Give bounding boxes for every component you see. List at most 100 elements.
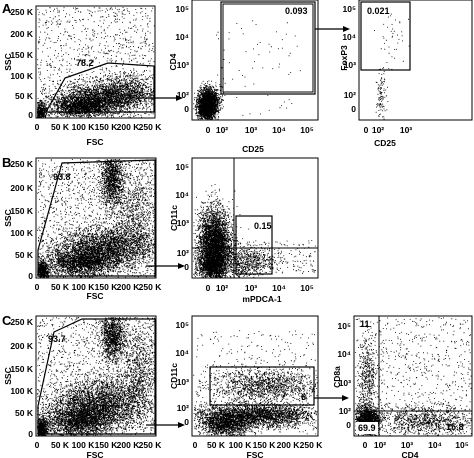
- xlabel-b2: mPDCA-1: [242, 294, 281, 304]
- arrow-c2-c3: [314, 395, 349, 401]
- gate-label-b1: 93.8: [53, 172, 71, 182]
- xtick-a3-1: 10²: [372, 125, 384, 135]
- xtick-b2-4: 10⁵: [300, 283, 313, 293]
- ytick-b2-2: 10³: [177, 218, 189, 228]
- ylabel-b1: SSC: [3, 209, 13, 226]
- ylabel-b2: CD11c: [169, 205, 179, 231]
- scatter-c3: [355, 317, 472, 436]
- gate-a3: [360, 1, 411, 71]
- ytick-a3-0: 0: [351, 104, 356, 114]
- xtick-c1-3: 150 K: [95, 440, 119, 450]
- xlabel-a3: CD25: [374, 138, 396, 148]
- ytick-a1-2: 100 K: [10, 71, 34, 81]
- panel-letter-a: A: [2, 1, 12, 16]
- arrow-a1-a2: [128, 95, 183, 101]
- gate-c1: [37, 318, 156, 435]
- ytick-a3-1: 10²: [344, 90, 356, 100]
- plot-b1: 93.8 SSC FSC 0 50 K 100 K 150 K 200 K 25…: [3, 157, 163, 301]
- xtick-a1-2: 100 K: [72, 122, 96, 132]
- xtick-a1-0: 0: [35, 122, 40, 132]
- xtick-c1-2: 100 K: [72, 440, 96, 450]
- xtick-c2-1: 50 K: [207, 440, 226, 450]
- xtick-b2-0: 0: [206, 283, 211, 293]
- ytick-b1-1: 50 K: [15, 250, 34, 260]
- ytick-c3-0: 0: [346, 420, 351, 430]
- gate-label-a1: 78.2: [76, 58, 94, 68]
- gate-b2: [235, 215, 273, 275]
- scatter-a3: [374, 13, 410, 120]
- xtick-b1-0: 0: [35, 282, 40, 292]
- plot-b2: 0.15 CD11c mPDCA-1 0 10² 10³ 10⁴ 10⁵ 0 1…: [169, 157, 319, 304]
- ytick-a2-2: 10³: [177, 60, 189, 70]
- xtick-b1-3: 150 K: [95, 282, 119, 292]
- plot-frame-c2: [191, 315, 319, 437]
- plot-frame-c3: [353, 315, 473, 437]
- xtick-c1-1: 50 K: [51, 440, 70, 450]
- xlabel-b1: FSC: [87, 291, 104, 301]
- xticks-a2: 0 10² 10³ 10⁴ 10⁵: [206, 125, 314, 135]
- gate-label-c2: 6: [301, 392, 306, 402]
- xticks-b1: 0 50 K 100 K 150 K 200 K 250 K: [35, 282, 163, 292]
- xtick-c3-4: 10⁵: [455, 440, 468, 450]
- arrow-b1-b2: [146, 263, 185, 269]
- xtick-a1-5: 250 K: [139, 122, 163, 132]
- ytick-a2-1: 10²: [177, 90, 189, 100]
- xtick-a3-0: 0: [364, 125, 369, 135]
- arrow-c1-c2: [146, 422, 185, 428]
- gate-a1: [44, 62, 155, 113]
- plot-c3: 11 69.9 15.8 CD8a CD4 0 10² 10³ 10⁴ 10⁵ …: [332, 315, 473, 458]
- xlabel-c2: FSC: [247, 450, 264, 458]
- xtick-b2-2: 10³: [245, 283, 257, 293]
- ytick-a1-4: 200 K: [10, 29, 34, 39]
- scatter-b2: [193, 184, 316, 278]
- yticks-b1: 0 50 K 100 K 150 K 200 K 250 K: [10, 159, 34, 281]
- ylabel-a1: SSC: [3, 53, 13, 70]
- gate-label-a3: 0.021: [367, 6, 390, 16]
- ytick-c1-0: 0: [28, 429, 33, 439]
- xticks-c1: 0 50 K 100 K 150 K 200 K 250 K: [35, 440, 163, 450]
- dots-a2-points: [193, 20, 301, 120]
- xtick-c2-5: 250 K: [300, 440, 324, 450]
- xtick-a2-0: 0: [206, 125, 211, 135]
- xtick-c1-0: 0: [35, 440, 40, 450]
- xtick-c2-0: 0: [193, 440, 198, 450]
- ytick-c3-1: 10²: [339, 406, 351, 416]
- xtick-b1-1: 50 K: [51, 282, 70, 292]
- ytick-a1-3: 150 K: [10, 50, 34, 60]
- xtick-c3-0: 0: [363, 440, 368, 450]
- ytick-a2-3: 10⁴: [175, 32, 189, 42]
- xlabel-c3: CD4: [401, 450, 418, 458]
- ytick-c3-2: 10³: [339, 378, 351, 388]
- ytick-c2-2: 10³: [177, 377, 189, 387]
- dots-c3-points: [355, 317, 472, 436]
- xlabel-a1: FSC: [87, 137, 104, 147]
- xticks-c2: 0 50 K 100 K 150 K 200 K 250 K: [193, 440, 324, 450]
- dots-b1-points: [37, 159, 156, 278]
- ytick-b2-1: 10²: [177, 248, 189, 258]
- xtick-a1-3: 150 K: [95, 122, 119, 132]
- xlabel-a2: CD25: [242, 144, 264, 154]
- ytick-c2-3: 10⁴: [175, 348, 189, 358]
- ylabel-c2: CD11c: [169, 363, 179, 389]
- ytick-b1-2: 100 K: [10, 228, 34, 238]
- xticks-a1: 0 50 K 100 K 150 K 200 K 250 K: [35, 122, 163, 132]
- panel-letter-c: C: [2, 313, 12, 328]
- yticks-c2: 0 10² 10³ 10⁴ 10⁵: [175, 320, 189, 427]
- yticks-a1: 0 50 K 100 K 150 K 200 K 250 K: [10, 7, 34, 120]
- xtick-c3-3: 10⁴: [428, 440, 442, 450]
- ytick-c2-1: 10²: [177, 403, 189, 413]
- plot-frame-a3: [358, 0, 473, 121]
- xtick-a2-2: 10³: [245, 125, 257, 135]
- dots-a3-points: [374, 13, 410, 120]
- dots-a1-points: [37, 7, 155, 118]
- xtick-a3-2: 10³: [400, 125, 412, 135]
- plot-frame-b2: [191, 157, 319, 279]
- ytick-a1-1: 50 K: [15, 91, 34, 101]
- gate-label-a2: 0.093: [285, 6, 308, 16]
- plot-a1: 78.2 SSC FSC 0 50 K 100 K 150 K 200 K 25…: [3, 5, 163, 147]
- ytick-c1-1: 50 K: [15, 408, 34, 418]
- xtick-a2-3: 10⁴: [272, 125, 286, 135]
- xtick-c2-4: 200 K: [277, 440, 301, 450]
- plot-frame-a2: [191, 0, 319, 121]
- ylabel-c1: SSC: [3, 367, 13, 384]
